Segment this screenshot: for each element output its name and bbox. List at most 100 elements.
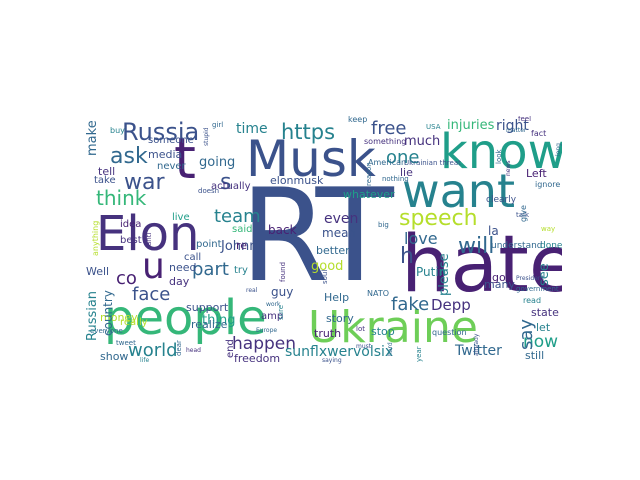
word-work: work bbox=[266, 301, 281, 308]
word-right: right bbox=[496, 118, 529, 134]
word-show: show bbox=[100, 350, 129, 363]
word-realize: realize bbox=[191, 318, 228, 331]
word-back: back bbox=[268, 223, 297, 237]
word-russian: Russian bbox=[86, 290, 100, 341]
word-something: something bbox=[364, 137, 407, 146]
word-usa: USA bbox=[426, 123, 441, 131]
word-state: state bbox=[531, 306, 559, 319]
word-girl: girl bbox=[212, 121, 224, 129]
word-depp: Depp bbox=[431, 296, 471, 314]
word-love: love bbox=[404, 229, 438, 248]
word-europe: Europe bbox=[256, 327, 278, 334]
word-really: really bbox=[120, 317, 148, 328]
word-freedom: freedom bbox=[234, 352, 281, 365]
word-said: said bbox=[232, 224, 253, 235]
word-take: take bbox=[94, 175, 116, 186]
word-s: s bbox=[220, 170, 232, 195]
word-need: need bbox=[169, 261, 197, 274]
word-tell: tell bbox=[98, 165, 116, 178]
word-buy: buy bbox=[110, 126, 125, 135]
word-point: point bbox=[196, 239, 222, 250]
word-injuries: injuries bbox=[447, 118, 495, 133]
word-fake: fake bbox=[391, 294, 430, 315]
word-real: real bbox=[246, 287, 258, 294]
word-say: say bbox=[516, 318, 537, 350]
word-truth: truth bbox=[314, 327, 342, 340]
word-question: question bbox=[432, 328, 467, 337]
word-much: much bbox=[404, 134, 441, 149]
word-stupid: stupid bbox=[203, 127, 210, 146]
word-face: face bbox=[132, 284, 171, 305]
word-elonmusk: elonmusk bbox=[270, 174, 324, 187]
word-someone: someone bbox=[148, 135, 194, 146]
word-la: la bbox=[488, 224, 499, 238]
word-guy: guy bbox=[271, 285, 294, 299]
word-sunflx: sunflxwervolsix bbox=[285, 344, 394, 360]
word-think: think bbox=[96, 186, 147, 210]
word-well: Well bbox=[86, 265, 110, 278]
word-lie: lie bbox=[400, 166, 413, 179]
word-reason: reason bbox=[365, 162, 373, 186]
word-one: one bbox=[386, 147, 420, 168]
word-going: going bbox=[199, 155, 236, 170]
word-tweet: tweet bbox=[116, 339, 136, 347]
word-please: please bbox=[437, 253, 452, 296]
word-live: live bbox=[172, 212, 190, 223]
word-speech: speech bbox=[399, 206, 478, 231]
word-cloud: RT hate Musk know want people Ukraine El… bbox=[86, 116, 562, 365]
word-world: world bbox=[128, 340, 178, 361]
word-johnny: Johnny bbox=[221, 239, 266, 254]
word-part: part bbox=[192, 259, 229, 280]
word-want: want bbox=[402, 164, 516, 218]
word-saying: saying bbox=[322, 357, 342, 364]
word-u: u bbox=[142, 246, 165, 287]
word-time: time bbox=[236, 121, 268, 137]
word-fact: fact bbox=[531, 129, 547, 138]
word-people: people bbox=[104, 290, 267, 346]
word-make: make bbox=[86, 120, 100, 156]
word-happen: happen bbox=[232, 334, 297, 354]
word-head: head bbox=[186, 347, 201, 354]
word-ask: ask bbox=[110, 144, 148, 169]
word-soul: soul bbox=[321, 269, 329, 284]
word-way: way bbox=[541, 225, 556, 233]
word-media: media bbox=[148, 148, 183, 161]
word-look: look bbox=[495, 149, 503, 164]
word-ignore: ignore bbox=[535, 180, 561, 189]
word-elon: Elon bbox=[96, 206, 200, 262]
word-war: war bbox=[124, 170, 165, 195]
word-whatever: whatever bbox=[343, 188, 395, 201]
word-best: best bbox=[120, 235, 142, 246]
word-amp: amp bbox=[261, 311, 284, 322]
word-already: already bbox=[473, 333, 480, 356]
word-big: big bbox=[378, 221, 389, 229]
word-putin: Putin bbox=[416, 265, 447, 279]
word-stop: stop bbox=[371, 325, 395, 338]
word-day: day bbox=[169, 275, 190, 288]
word-call: call bbox=[184, 252, 202, 263]
word-long: long bbox=[555, 143, 562, 156]
word-ukrainian-threat: Ukrainian threat bbox=[404, 159, 461, 167]
word-understand: understand bbox=[491, 241, 543, 251]
word-support: support bbox=[186, 301, 229, 314]
word-try: try bbox=[234, 265, 248, 276]
word-now: now bbox=[523, 332, 559, 352]
word-sure: sure bbox=[277, 304, 285, 320]
word-money: money bbox=[100, 311, 138, 324]
word-rt: RT bbox=[240, 162, 394, 311]
word-hard: hard bbox=[387, 342, 394, 356]
word-government: government bbox=[516, 285, 559, 293]
word-let: let bbox=[536, 321, 551, 334]
word-anti: anti bbox=[145, 232, 153, 246]
word-many: many bbox=[484, 278, 515, 291]
word-actually: actually bbox=[211, 181, 251, 192]
word-read: read bbox=[523, 296, 542, 305]
word-musk: Musk bbox=[246, 130, 376, 188]
word-lot: lot bbox=[356, 325, 365, 333]
word-ukraine: Ukraine bbox=[308, 302, 478, 353]
word-still: still bbox=[525, 349, 545, 362]
word-end: end bbox=[225, 339, 236, 358]
word-h: h bbox=[400, 244, 414, 269]
word-keep: keep bbox=[348, 116, 368, 124]
word-hate: hate bbox=[401, 220, 562, 310]
